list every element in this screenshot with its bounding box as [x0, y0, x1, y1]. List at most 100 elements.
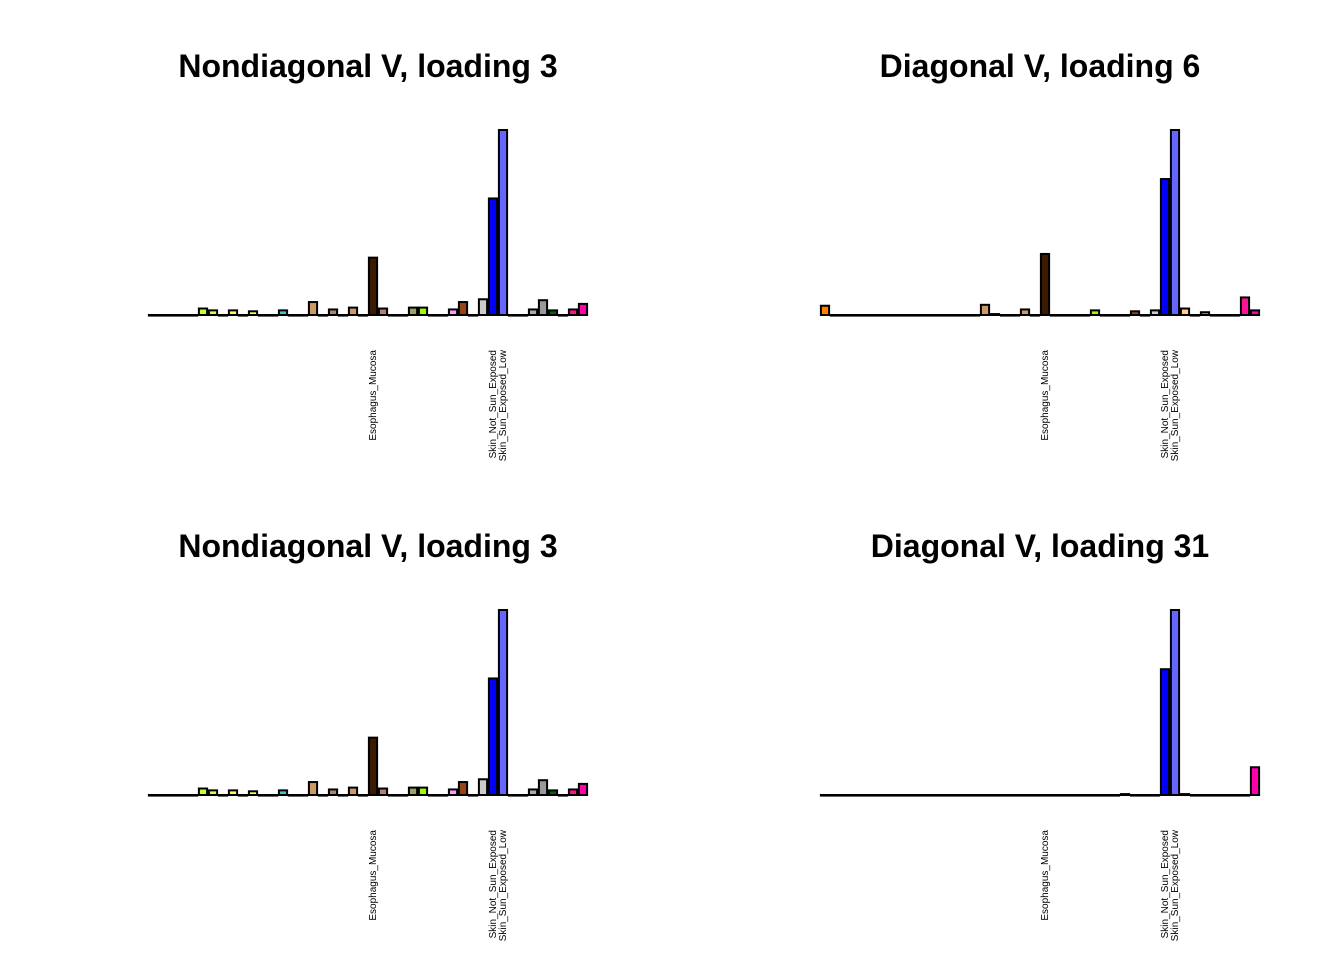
tick-label: Skin_Sun_Exposed_Low — [1170, 349, 1181, 461]
tick-label: Skin_Not_Sun_Exposed — [488, 350, 499, 458]
bar — [177, 794, 189, 797]
tick-label: Skin_Not_Sun_Exposed — [1160, 350, 1171, 458]
bar — [1189, 314, 1201, 317]
bar — [357, 794, 369, 797]
bar — [577, 302, 589, 316]
bar — [1119, 793, 1131, 797]
bar — [939, 314, 951, 317]
bar — [187, 314, 199, 317]
bar — [1199, 311, 1211, 317]
tick-label: Skin_Sun_Exposed_Low — [498, 349, 509, 461]
bar — [1109, 314, 1121, 317]
bar — [949, 314, 961, 317]
bar — [909, 314, 921, 317]
bar — [859, 794, 871, 797]
bar — [307, 781, 319, 796]
tick-label: Skin_Not_Sun_Exposed — [1160, 830, 1171, 938]
bar — [297, 314, 309, 317]
bar — [337, 314, 349, 317]
bar — [517, 794, 529, 797]
bar — [217, 314, 229, 317]
bar — [437, 794, 449, 797]
bar — [427, 794, 439, 797]
bar — [197, 307, 209, 316]
bar — [849, 314, 861, 317]
bar — [1149, 794, 1161, 797]
bar — [1129, 794, 1141, 797]
bar — [527, 308, 539, 317]
bar — [1069, 794, 1081, 797]
bar — [1009, 794, 1021, 797]
bar — [849, 794, 861, 797]
bar — [1159, 178, 1171, 316]
bar — [1159, 668, 1171, 797]
bar — [507, 314, 519, 317]
bar — [879, 794, 891, 797]
bar — [1239, 296, 1251, 316]
bar — [1219, 794, 1231, 797]
bar — [859, 314, 871, 317]
bar — [839, 314, 851, 317]
bar — [457, 301, 469, 316]
bar — [427, 314, 439, 317]
bar — [547, 309, 559, 317]
bar — [417, 306, 429, 317]
bar — [397, 794, 409, 797]
bar — [979, 794, 991, 797]
bar — [1059, 794, 1071, 797]
bar — [1059, 314, 1071, 317]
bar — [1069, 314, 1081, 317]
bar — [1029, 794, 1041, 797]
bar — [227, 309, 239, 317]
bar — [277, 309, 289, 317]
bar — [377, 787, 389, 797]
bar — [1029, 314, 1041, 317]
bar — [457, 781, 469, 796]
panel-bottom-right: Diagonal V, loading 31 Esophagus_Mucosa S… — [819, 528, 1261, 941]
bar — [1089, 309, 1101, 317]
bar — [1199, 794, 1211, 797]
panel-bottom-left: Nondiagonal V, loading 3 Esophagus_Mucos… — [147, 528, 589, 941]
bar — [367, 736, 379, 797]
bar — [207, 789, 219, 797]
bar — [467, 794, 479, 797]
bar — [1079, 314, 1091, 317]
bar — [1169, 129, 1181, 316]
bar — [869, 314, 881, 317]
tick-label: Esophagus_Mucosa — [368, 830, 379, 921]
bar — [959, 314, 971, 317]
bar — [357, 314, 369, 317]
bar — [1239, 794, 1251, 797]
bar — [347, 786, 359, 796]
bar — [1139, 314, 1151, 317]
chart-title: Diagonal V, loading 31 — [871, 528, 1209, 564]
bar — [247, 790, 259, 796]
bar — [1139, 794, 1151, 797]
bar — [1249, 309, 1261, 317]
bar — [1209, 794, 1221, 797]
bar — [487, 677, 499, 797]
tick-label: Skin_Sun_Exposed_Low — [498, 829, 509, 941]
bar — [367, 256, 379, 316]
bar — [377, 307, 389, 316]
bar — [1179, 307, 1191, 316]
bar — [207, 309, 219, 317]
bar — [1129, 310, 1141, 316]
bar — [1119, 314, 1131, 317]
bar — [1189, 794, 1201, 797]
bar — [407, 786, 419, 796]
bar — [417, 786, 429, 796]
bar — [547, 789, 559, 797]
bar — [819, 794, 831, 797]
bar — [147, 794, 159, 797]
bar — [1219, 314, 1231, 317]
bar — [237, 794, 249, 797]
bar — [989, 794, 1001, 797]
bar — [999, 314, 1011, 317]
bar — [1049, 794, 1061, 797]
tick-label: Esophagus_Mucosa — [368, 350, 379, 441]
bar — [437, 314, 449, 317]
bar — [187, 794, 199, 797]
bar — [919, 314, 931, 317]
bar — [969, 794, 981, 797]
